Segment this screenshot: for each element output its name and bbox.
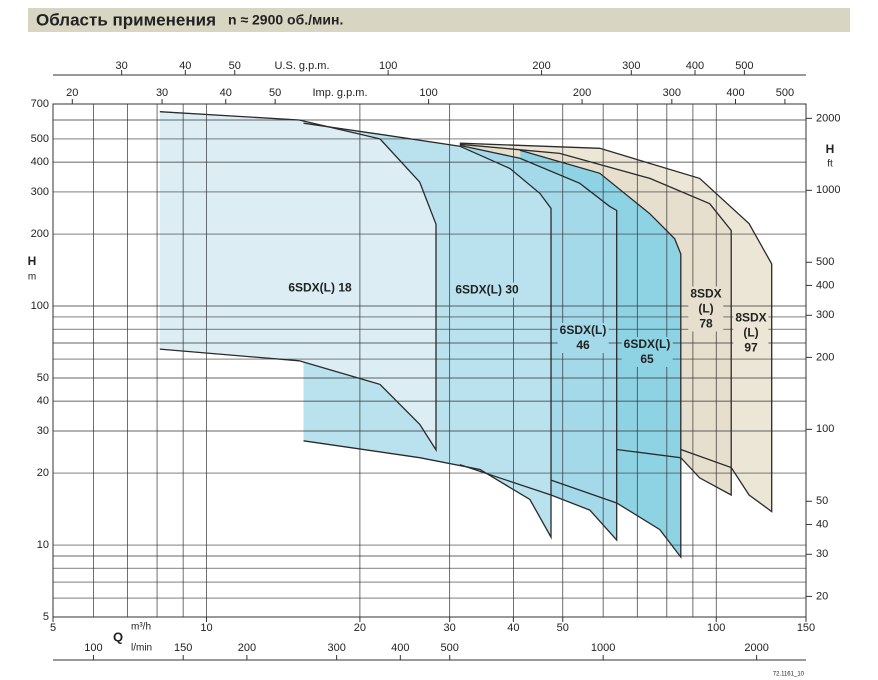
y2-tick-label: 100 — [816, 423, 834, 435]
y2-tick-label: 300 — [816, 309, 834, 321]
lmin-tick-label: 2000 — [744, 642, 768, 654]
top-tick-label: 20 — [66, 87, 78, 99]
chart-title: Область применения — [36, 10, 216, 29]
y-tick-label: 20 — [37, 467, 49, 479]
y2-tick-label: 2000 — [816, 112, 840, 124]
region-label: 6SDX(L) 18 — [286, 280, 354, 296]
x-tick-label: 150 — [797, 622, 815, 634]
lmin-tick-label: 300 — [327, 642, 345, 654]
regions — [159, 111, 772, 558]
top-tick-label: 40 — [179, 60, 191, 72]
lmin-tick-label: 500 — [441, 642, 459, 654]
y-tick-label: 400 — [31, 156, 49, 168]
y-tick-label: 200 — [31, 228, 49, 240]
y2-axis-label: H — [826, 142, 835, 156]
imp-gpm-label: Imp. g.p.m. — [312, 87, 367, 99]
y-tick-label: 300 — [31, 186, 49, 198]
top-tick-label: 500 — [735, 60, 753, 72]
top-tick-label: 400 — [726, 87, 744, 99]
y-tick-label: 30 — [37, 425, 49, 437]
lmin-axis-label: l/min — [131, 643, 152, 654]
region-outline — [159, 111, 437, 453]
lmin-tick-label: 200 — [238, 642, 256, 654]
y-tick-label: 40 — [37, 395, 49, 407]
region-outline — [303, 122, 552, 540]
top-tick-label: 300 — [663, 87, 681, 99]
us-gpm-label: U.S. g.p.m. — [274, 60, 329, 72]
lmin-tick-label: 1000 — [591, 642, 615, 654]
y2-tick-label: 500 — [816, 256, 834, 268]
y-tick-label: 500 — [31, 133, 49, 145]
y2-tick-label: 200 — [816, 351, 834, 363]
y-axis-label: H — [28, 254, 37, 268]
x-axis-unit: m³/h — [131, 622, 151, 633]
lmin-tick-label: 150 — [174, 642, 192, 654]
region-outline — [459, 144, 618, 542]
plot-frame — [52, 103, 807, 618]
y-tick-label: 700 — [31, 98, 49, 110]
region-label: 8SDX (L) 78 — [688, 286, 724, 332]
top-tick-label: 100 — [379, 60, 397, 72]
top-tick-label: 100 — [419, 87, 437, 99]
top-tick-label: 300 — [622, 60, 640, 72]
region-label: 6SDX(L) 65 — [621, 337, 673, 367]
x-tick-label: 30 — [444, 622, 456, 634]
y-tick-label: 50 — [37, 372, 49, 384]
top-tick-label: 500 — [776, 87, 794, 99]
y2-tick-label: 50 — [816, 495, 828, 507]
x-tick-label: 100 — [707, 622, 725, 634]
y2-tick-label: 30 — [816, 548, 828, 560]
top-tick-label: 200 — [573, 87, 591, 99]
region-outline — [519, 149, 682, 560]
region-outline — [459, 143, 732, 497]
x-tick-label: 5 — [50, 622, 56, 634]
x-tick-label: 20 — [354, 622, 366, 634]
region-outline — [459, 142, 773, 513]
figure-code: 72.1161_10 — [773, 672, 805, 678]
region-label: 8SDX (L) 97 — [733, 310, 769, 356]
top-tick-label: 40 — [220, 87, 232, 99]
y2-axis-unit: ft — [827, 159, 833, 170]
region-label: 6SDX(L) 30 — [453, 282, 521, 298]
y2-tick-label: 20 — [816, 590, 828, 602]
y2-tick-label: 400 — [816, 279, 834, 291]
x-tick-label: 50 — [557, 622, 569, 634]
top-tick-label: 400 — [686, 60, 704, 72]
y2-tick-label: 1000 — [816, 184, 840, 196]
header-bar — [28, 8, 850, 32]
y-tick-label: 10 — [37, 539, 49, 551]
x-tick-label: 10 — [200, 622, 212, 634]
lmin-tick-label: 100 — [84, 642, 102, 654]
region-label: 6SDX(L) 46 — [557, 323, 609, 353]
chart-subtitle: n ≈ 2900 об./мин. — [228, 12, 343, 28]
lmin-tick-label: 400 — [391, 642, 409, 654]
top-tick-label: 50 — [269, 87, 281, 99]
x-axis-symbol: Q — [113, 629, 123, 644]
y-tick-label: 5 — [43, 611, 49, 623]
x-tick-label: 40 — [507, 622, 519, 634]
top-tick-label: 200 — [532, 60, 550, 72]
top-tick-label: 50 — [229, 60, 241, 72]
y-tick-label: 100 — [31, 300, 49, 312]
top-tick-label: 30 — [156, 87, 168, 99]
top-tick-label: 30 — [116, 60, 128, 72]
y2-tick-label: 40 — [816, 518, 828, 530]
y-axis-unit: m — [28, 272, 36, 283]
